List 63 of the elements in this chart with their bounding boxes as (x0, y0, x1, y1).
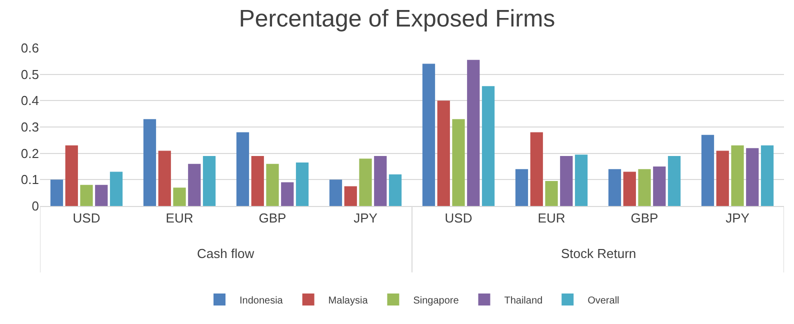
bar (251, 156, 264, 206)
bar (452, 119, 465, 206)
bar (467, 60, 480, 206)
bar (731, 145, 744, 206)
bar (668, 156, 681, 206)
bar (608, 169, 622, 206)
bar (158, 150, 171, 206)
bar (329, 180, 342, 206)
x-tick-label: EUR (538, 210, 566, 226)
bar (80, 184, 93, 206)
legend-label: Overall (588, 295, 620, 306)
bar (530, 132, 543, 206)
bar (359, 158, 372, 206)
y-tick-label: 0.3 (20, 120, 39, 135)
y-tick-label: 0.2 (20, 146, 39, 161)
x-tick-label: GBP (258, 210, 286, 226)
y-tick-label: 0.1 (20, 172, 39, 188)
bar (374, 156, 387, 206)
bar (50, 180, 64, 206)
x-tick-label: EUR (166, 210, 194, 226)
legend-label: Malaysia (328, 295, 368, 306)
bar (188, 164, 201, 206)
bar (95, 184, 108, 206)
bar (344, 186, 357, 206)
x-tick-label: USD (444, 210, 472, 226)
bar (173, 188, 186, 206)
bar (202, 156, 216, 206)
bar (623, 172, 636, 206)
bar (236, 132, 250, 206)
bar (143, 119, 156, 206)
bar (574, 154, 588, 206)
y-tick-label: 0.5 (20, 66, 39, 82)
bar (760, 145, 774, 206)
bar (437, 100, 450, 206)
bar (281, 182, 294, 206)
y-tick-label: 0 (32, 198, 39, 214)
bar (65, 145, 78, 206)
text: Stock Return (561, 246, 636, 261)
x-tick-label: JPY (726, 210, 750, 226)
bar (560, 156, 573, 206)
bar (638, 169, 651, 206)
bar (388, 174, 402, 206)
bar (296, 162, 309, 206)
bar (701, 134, 714, 206)
chart-title: Percentage of Exposed Firms (238, 6, 556, 33)
x-tick-label: USD (72, 210, 100, 226)
legend-label: Thailand (504, 295, 543, 306)
text: Cash flow (197, 246, 255, 261)
legend-label: Singapore (413, 295, 460, 306)
x-tick-label: GBP (630, 210, 658, 226)
bar (266, 164, 279, 206)
bar (482, 86, 495, 206)
bar (545, 180, 558, 206)
legend-label: Indonesia (240, 295, 284, 306)
bar (515, 169, 528, 206)
bar (653, 166, 666, 206)
bar (716, 150, 729, 206)
bar (110, 172, 123, 206)
y-tick-label: 0.6 (20, 40, 39, 56)
bar (422, 64, 436, 206)
bar (746, 148, 759, 206)
y-tick-label: 0.4 (20, 93, 39, 108)
x-tick-label: JPY (354, 210, 378, 226)
